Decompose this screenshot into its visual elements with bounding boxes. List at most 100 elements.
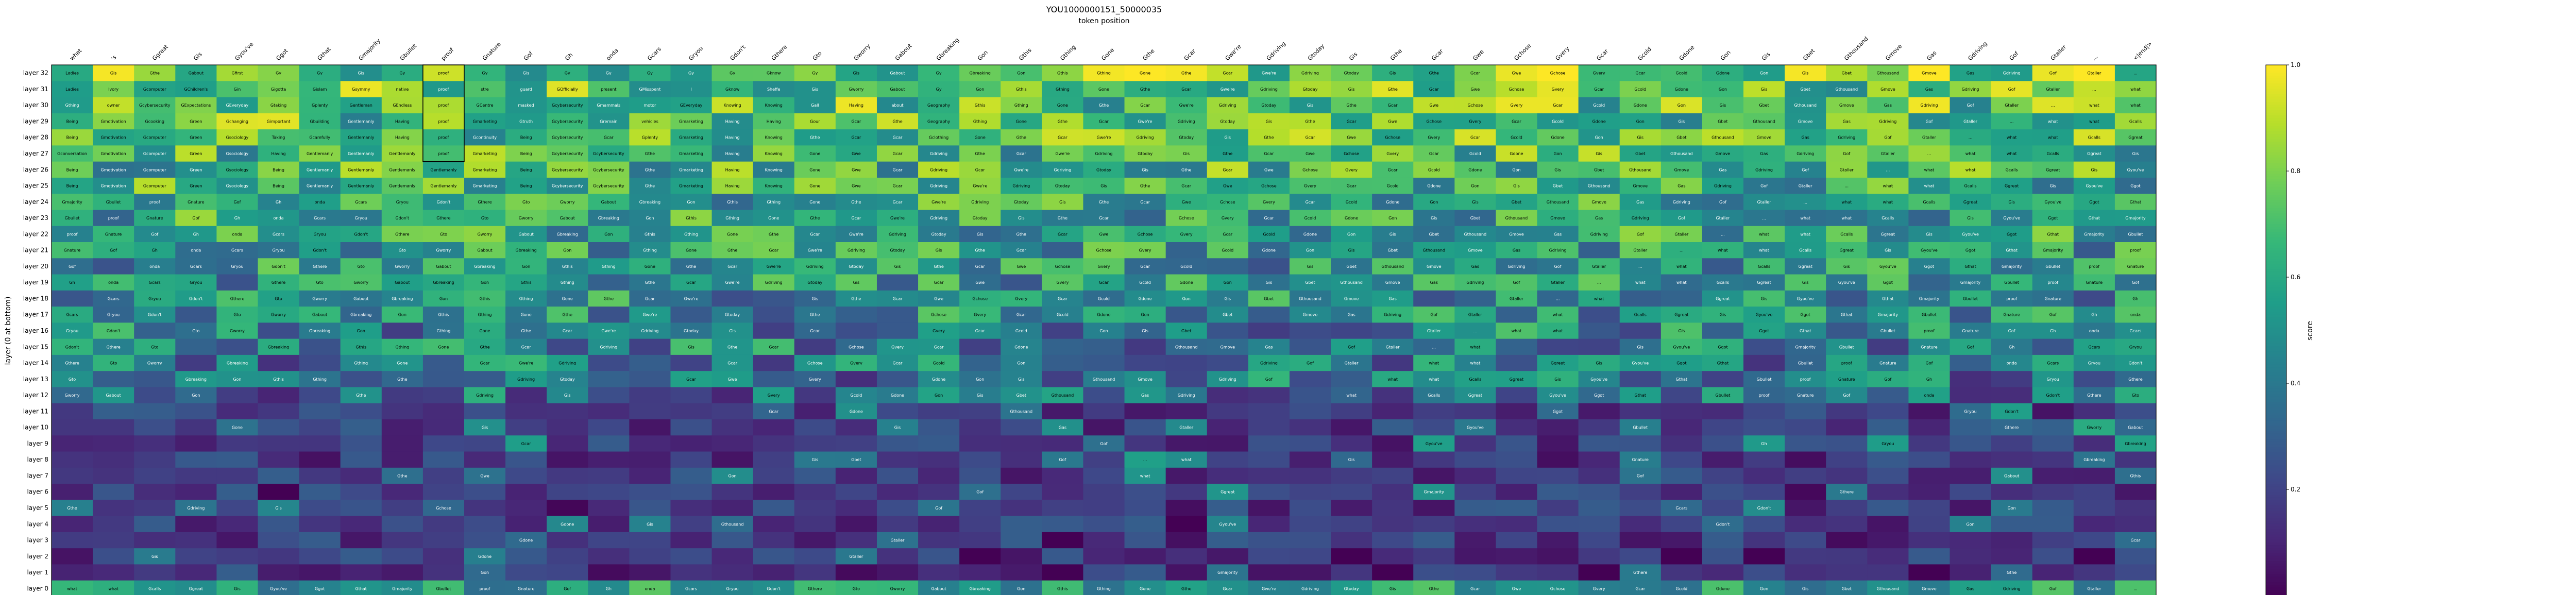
heatmap-cell xyxy=(258,242,300,259)
heatmap-cell xyxy=(1124,322,1166,339)
cell-label: Gthousand xyxy=(1794,103,1817,108)
heatmap-cell xyxy=(629,65,671,81)
heatmap-cell xyxy=(216,307,258,323)
heatmap-cell xyxy=(422,419,465,436)
cell-label: Gdriving xyxy=(1054,167,1071,172)
heatmap-cell xyxy=(1289,129,1331,146)
cell-label: Gchose xyxy=(807,361,823,366)
heatmap-cell xyxy=(1165,484,1208,500)
heatmap-cell xyxy=(629,564,671,581)
heatmap-cell xyxy=(711,274,754,291)
heatmap-cell xyxy=(1207,419,1249,436)
cell-label: Gentlemanly xyxy=(307,167,333,172)
cell-label: Gis xyxy=(1843,264,1850,269)
heatmap-cell xyxy=(711,564,754,581)
heatmap-cell xyxy=(1826,129,1868,146)
heatmap-cell xyxy=(794,387,836,404)
heatmap-cell xyxy=(2073,516,2115,533)
cell-label: Gis xyxy=(1554,167,1561,172)
heatmap-cell xyxy=(1331,242,1372,259)
heatmap-cell xyxy=(794,242,836,259)
cell-label: Gcomputer xyxy=(143,151,166,156)
heatmap-cell xyxy=(2073,97,2115,114)
cell-label: Gy xyxy=(936,71,942,76)
heatmap-cell xyxy=(1331,113,1372,130)
heatmap-cell xyxy=(1001,322,1042,339)
heatmap-cell xyxy=(1908,500,1951,517)
heatmap-cell xyxy=(340,484,382,500)
cell-label: Gy xyxy=(936,87,942,92)
heatmap-cell xyxy=(1496,177,1538,194)
cell-label: ... xyxy=(1473,329,1478,333)
cell-label: Gcars xyxy=(231,248,243,253)
heatmap-cell xyxy=(464,274,506,291)
cell-label: Gcontinuity xyxy=(473,135,497,140)
heatmap-cell xyxy=(464,484,506,500)
heatmap-cell xyxy=(1660,322,1703,339)
cell-label: Gbreaking xyxy=(268,345,289,349)
cell-label: Gon xyxy=(646,216,654,220)
heatmap-cell xyxy=(1331,129,1372,146)
cell-label: Gplenty xyxy=(312,103,328,108)
heatmap-cell xyxy=(1826,65,1868,81)
heatmap-cell xyxy=(134,242,176,259)
heatmap-cell xyxy=(711,500,754,517)
cell-label: Gy xyxy=(276,71,281,76)
heatmap-cell xyxy=(1372,242,1414,259)
x-tick-label: Ggreat xyxy=(151,43,170,62)
colorbar-step xyxy=(2266,592,2286,595)
heatmap-cell xyxy=(1578,97,1620,114)
heatmap-cell xyxy=(1289,274,1331,291)
heatmap-cell xyxy=(340,258,382,275)
cell-label: Gdriving xyxy=(1301,586,1319,591)
cell-label: Gof xyxy=(1719,200,1726,205)
heatmap-cell xyxy=(1619,97,1662,114)
heatmap-cell xyxy=(340,145,382,162)
heatmap-cell xyxy=(959,419,1001,436)
heatmap-cell xyxy=(1083,484,1125,500)
heatmap-cell xyxy=(134,419,176,436)
heatmap-cell xyxy=(547,307,588,323)
cell-label: Gchose xyxy=(1550,586,1566,591)
cell-label: Gof xyxy=(1637,473,1644,478)
cell-label: Gon xyxy=(1017,71,1025,76)
cell-label: Gdriving xyxy=(1137,135,1154,140)
heatmap-cell xyxy=(588,467,630,484)
heatmap-cell xyxy=(1454,194,1496,210)
cell-label: Gcar xyxy=(1388,103,1398,108)
cell-label: Gwe're xyxy=(725,280,740,285)
cell-label: Gh xyxy=(2132,296,2138,301)
heatmap-cell xyxy=(794,548,836,565)
heatmap-cell xyxy=(1991,435,2033,452)
cell-label: Green xyxy=(190,184,202,189)
cell-label: Gdriving xyxy=(1921,103,1938,108)
cell-label: Gof xyxy=(1760,184,1768,189)
cell-label: onda xyxy=(274,216,284,220)
cell-label: Gis xyxy=(1389,232,1396,236)
heatmap-cell xyxy=(52,97,93,114)
heatmap-cell xyxy=(1619,210,1662,227)
heatmap-cell xyxy=(2032,403,2074,420)
heatmap-cell xyxy=(1042,403,1083,420)
x-tick-label: Gdone xyxy=(1678,44,1696,62)
heatmap-cell xyxy=(670,226,713,243)
cell-label: Having xyxy=(272,151,286,156)
heatmap-cell xyxy=(2032,548,2074,565)
cell-label: Gworry xyxy=(395,264,410,269)
heatmap-cell xyxy=(2032,129,2074,146)
heatmap-cell xyxy=(547,564,588,581)
heatmap-cell xyxy=(1578,194,1620,210)
cell-label: Gmotivation xyxy=(101,184,126,189)
heatmap-cell xyxy=(422,113,465,130)
cell-label: Gcold xyxy=(1387,184,1399,189)
cell-label: Gcybersecurity xyxy=(552,119,583,124)
cell-label: Gto xyxy=(399,248,406,253)
cell-label: GCentre xyxy=(477,103,494,108)
cell-label: Gworry xyxy=(271,313,286,317)
heatmap-cell xyxy=(340,322,382,339)
cell-label: Gto xyxy=(151,345,158,349)
cell-label: Gthousand xyxy=(721,522,744,526)
cell-label: Gmove xyxy=(1591,200,1606,205)
heatmap-cell xyxy=(959,338,1001,355)
heatmap-cell xyxy=(1083,274,1125,291)
